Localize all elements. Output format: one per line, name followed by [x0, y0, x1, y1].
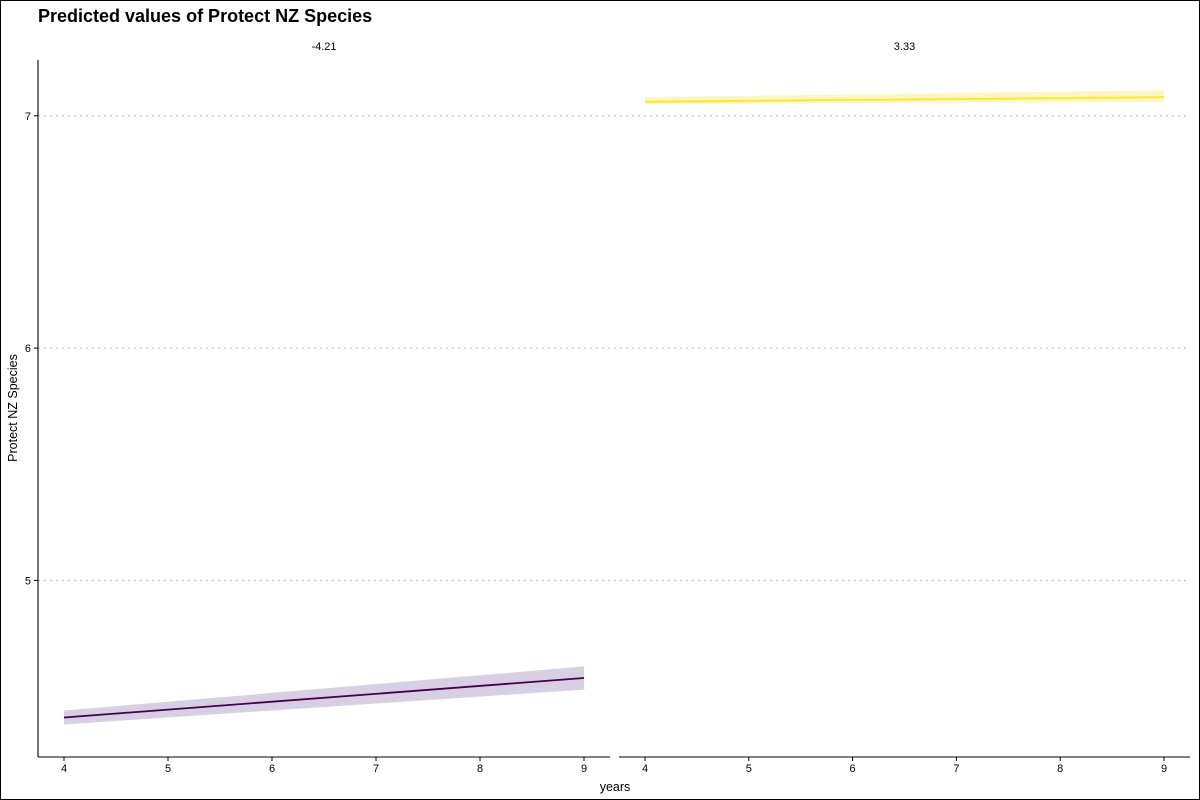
facet-label-1: 3.33	[894, 41, 915, 53]
x-tick-label-1-0: 4	[642, 763, 648, 775]
facet-label-0: -4.21	[311, 41, 336, 53]
x-tick-label-0-2: 6	[269, 763, 275, 775]
x-tick-label-1-4: 8	[1057, 763, 1063, 775]
y-tick-label-0: 5	[25, 575, 31, 587]
series-line-0	[63, 677, 585, 719]
x-tick-label-0-3: 7	[373, 763, 379, 775]
x-tick-label-0-1: 5	[165, 763, 171, 775]
x-tick-label-1-5: 9	[1161, 763, 1167, 775]
x-tick-label-0-5: 9	[581, 763, 587, 775]
x-tick-label-1-3: 7	[953, 763, 959, 775]
series-line-1	[644, 96, 1165, 103]
y-axis-title: Protect NZ Species	[6, 354, 20, 462]
x-axis-title: years	[600, 780, 631, 794]
x-tick-label-0-0: 4	[61, 763, 67, 775]
x-tick-label-1-2: 6	[850, 763, 856, 775]
confidence-band-0	[64, 666, 584, 725]
chart-title: Predicted values of Protect NZ Species	[38, 6, 372, 26]
y-tick-label-1: 6	[25, 343, 31, 355]
x-tick-label-1-1: 5	[746, 763, 752, 775]
x-tick-label-0-4: 8	[477, 763, 483, 775]
plot-area: -4.21 4 5 6 7 8 9 3.33 4 5 6 7 8 9 5 6 7	[25, 41, 1190, 775]
y-tick-label-2: 7	[25, 111, 31, 123]
